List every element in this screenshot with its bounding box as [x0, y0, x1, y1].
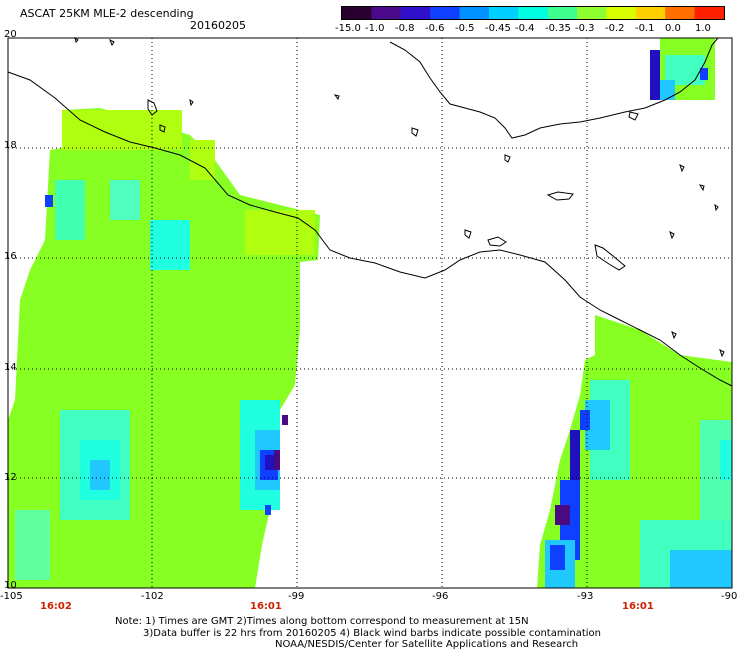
lon-label: -96: [432, 591, 449, 602]
colorbar-swatch: [694, 7, 724, 19]
swath-cell: [282, 415, 288, 425]
colorbar-swatch: [577, 7, 607, 19]
islands: [74, 36, 725, 358]
swath-cell: [670, 550, 732, 588]
lat-label: 14: [4, 362, 17, 373]
colorbar-label: 0.0: [665, 23, 681, 34]
map-date: 20160205: [190, 19, 246, 32]
colorbar: [341, 6, 725, 20]
time-label: 16:01: [622, 601, 654, 612]
swath-cell: [190, 140, 215, 180]
colorbar-swatch: [342, 7, 372, 19]
swath-cell: [62, 110, 182, 150]
lon-label: -93: [577, 591, 594, 602]
swath-cell: [274, 450, 280, 470]
colorbar-label: -0.6: [425, 23, 445, 34]
lon-label: -90: [721, 591, 738, 602]
colorbar-label: -0.35: [545, 23, 571, 34]
mle-swaths: [8, 38, 732, 588]
swath-cell: [720, 440, 732, 480]
colorbar-label: -0.8: [395, 23, 415, 34]
swath-cell: [15, 510, 50, 580]
coastline: [7, 71, 733, 387]
colorbar-swatch: [606, 7, 637, 19]
swath-left: [8, 108, 320, 588]
colorbar-label: -0.45: [485, 23, 511, 34]
colorbar-label: -0.4: [515, 23, 535, 34]
swath-cell: [150, 220, 190, 270]
swath-cell: [245, 210, 315, 255]
colorbar-swatch: [488, 7, 519, 19]
swath-cell: [90, 460, 110, 490]
lat-label: 18: [4, 140, 17, 151]
graticule: [8, 38, 732, 588]
time-label: 16:02: [40, 601, 72, 612]
note-line: NOAA/NESDIS/Center for Satellite Applica…: [275, 639, 579, 650]
colorbar-swatch: [459, 7, 490, 19]
colorbar-label: 1.0: [695, 23, 711, 34]
colorbar-label: -0.1: [635, 23, 655, 34]
swath-cell: [650, 50, 660, 100]
lat-label: 20: [4, 29, 17, 40]
coastline-gulf: [389, 37, 719, 139]
map-title: ASCAT 25KM MLE-2 descending: [20, 7, 194, 20]
lon-label: -105: [0, 591, 23, 602]
swath-cell: [265, 455, 275, 470]
colorbar-swatch: [518, 7, 549, 19]
colorbar-swatch: [635, 7, 666, 19]
swath-cell: [555, 505, 570, 525]
swath-cell: [265, 505, 271, 515]
note-line: 3)Data buffer is 22 hrs from 20160205 4)…: [143, 628, 601, 639]
lat-label: 10: [4, 580, 17, 591]
colorbar-swatch: [430, 7, 461, 19]
lon-label: -102: [141, 591, 164, 602]
swath-cell: [45, 195, 53, 207]
colorbar-label: -0.2: [605, 23, 625, 34]
swath-cell: [660, 80, 675, 100]
lon-label: -99: [288, 591, 305, 602]
colorbar-swatch: [665, 7, 696, 19]
swath-cell: [110, 180, 140, 220]
swath-cell: [550, 545, 565, 570]
colorbar-swatch: [400, 7, 431, 19]
swath-cell: [580, 410, 590, 430]
lat-label: 16: [4, 251, 17, 262]
swath-right: [537, 315, 732, 588]
swath-cell: [570, 430, 580, 490]
colorbar-label: -0.5: [455, 23, 475, 34]
note-line: Note: 1) Times are GMT 2)Times along bot…: [115, 616, 529, 627]
swath-cell: [55, 180, 85, 240]
colorbar-swatch: [547, 7, 578, 19]
colorbar-label: -1.0: [365, 23, 385, 34]
lat-label: 12: [4, 472, 17, 483]
time-label: 16:01: [250, 601, 282, 612]
swath-cell: [700, 68, 708, 80]
colorbar-label: -15.0: [335, 23, 361, 34]
colorbar-label: -0.3: [575, 23, 595, 34]
colorbar-swatch: [371, 7, 402, 19]
map-frame: [7, 37, 733, 589]
